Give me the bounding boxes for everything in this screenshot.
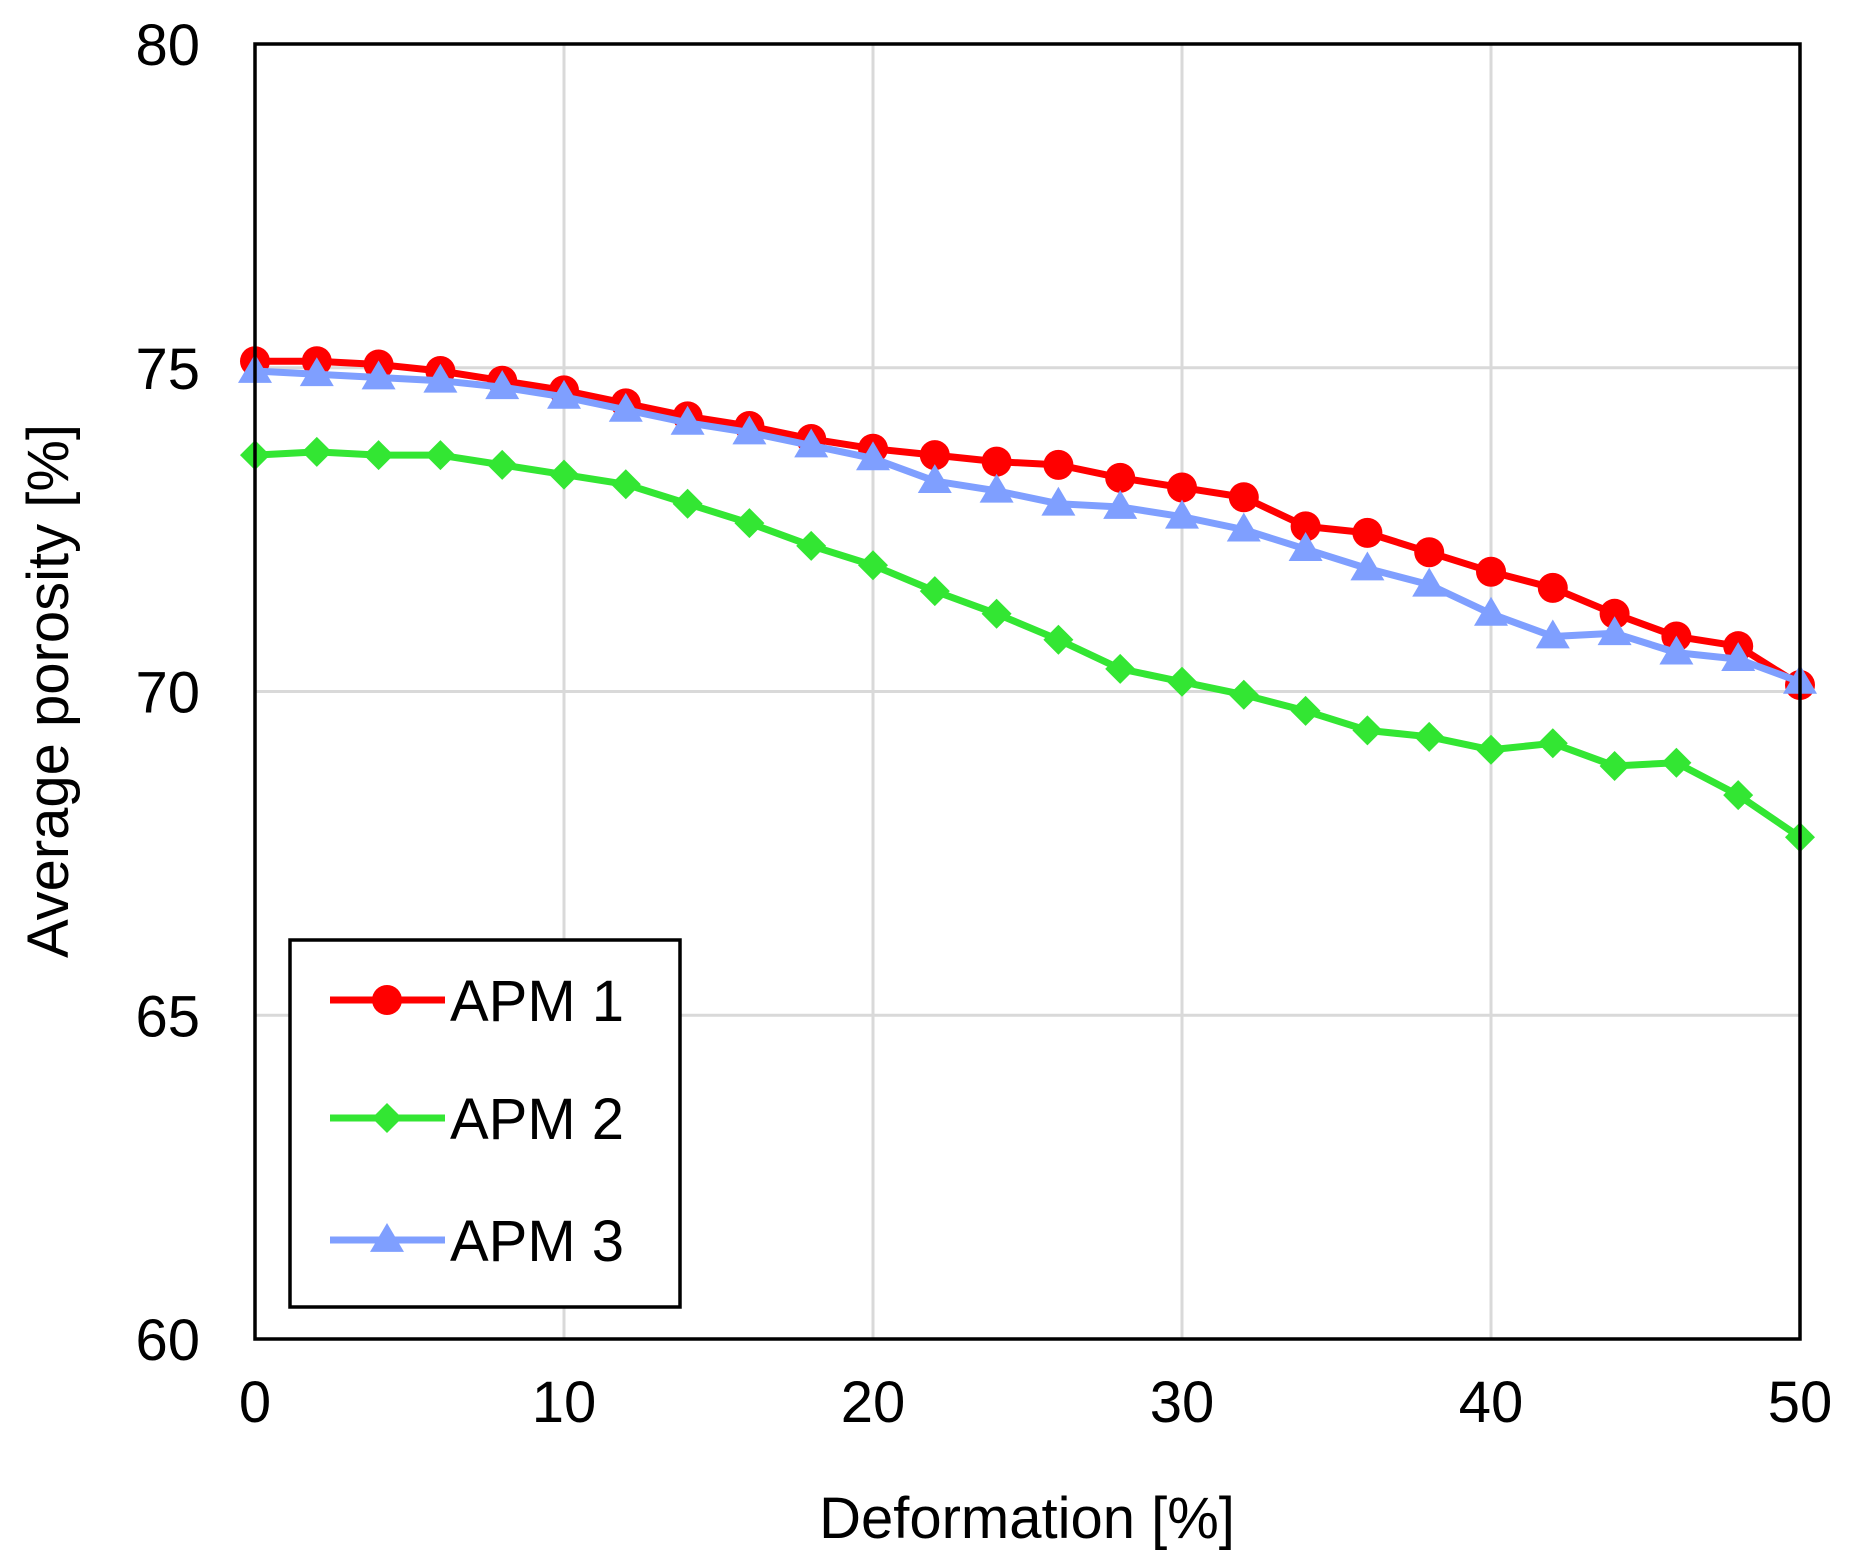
- data-point-apm-2: [734, 508, 765, 539]
- series-line-apm-3: [254, 367, 1802, 686]
- legend: APM 1 APM 2 APM 3: [288, 938, 682, 1309]
- legend-marker-apm-2: [372, 1103, 402, 1133]
- data-point-apm-2: [858, 550, 888, 581]
- data-point-apm-3: [1165, 499, 1199, 529]
- data-point-apm-2: [1105, 653, 1136, 684]
- data-point-apm-1: [1352, 517, 1383, 548]
- data-point-apm-2: [1414, 721, 1445, 752]
- data-point-apm-3: [608, 392, 643, 422]
- data-point-apm-3: [1597, 616, 1632, 646]
- x-axis-tick-labels: 0 10 20 30 40 50: [239, 1370, 1832, 1435]
- data-point-apm-3: [485, 370, 520, 400]
- data-point-apm-3: [1412, 567, 1447, 597]
- data-point-apm-2: [796, 530, 827, 561]
- x-tick-label: 20: [841, 1370, 906, 1435]
- data-point-apm-2: [1228, 679, 1259, 710]
- data-point-apm-3: [299, 357, 334, 387]
- data-point-apm-2: [981, 598, 1012, 629]
- data-point-apm-2: [363, 440, 394, 471]
- data-point-apm-1: [1167, 472, 1197, 503]
- y-tick-label: 70: [135, 661, 200, 726]
- x-tick-label: 40: [1459, 1370, 1524, 1435]
- data-point-apm-1: [981, 446, 1012, 477]
- x-axis-title: Deformation [%]: [819, 1486, 1235, 1551]
- data-point-apm-3: [547, 379, 581, 409]
- data-point-apm-2: [1476, 734, 1506, 765]
- data-point-apm-1: [919, 440, 950, 471]
- data-point-apm-2: [1599, 750, 1630, 781]
- data-point-apm-2: [672, 488, 703, 519]
- data-point-apm-2: [919, 576, 950, 607]
- data-point-apm-2: [1290, 695, 1321, 726]
- data-point-apm-3: [856, 441, 890, 471]
- legend-entry-apm-3: APM 3: [330, 1209, 624, 1274]
- series-apm-1: [240, 346, 1815, 701]
- y-axis-tick-labels: 60 65 70 75 80: [135, 13, 200, 1373]
- data-point-apm-3: [979, 473, 1014, 503]
- legend-label-apm-3: APM 3: [450, 1209, 624, 1274]
- data-point-apm-3: [1474, 596, 1508, 626]
- series-line-apm-2: [254, 448, 1802, 841]
- series-apm-2: [240, 436, 1815, 853]
- data-point-apm-2: [610, 469, 641, 500]
- x-tick-label: 0: [239, 1370, 271, 1435]
- data-point-apm-2: [1167, 666, 1197, 697]
- data-point-apm-1: [1414, 537, 1445, 568]
- data-point-apm-1: [1537, 572, 1568, 603]
- data-point-apm-1: [1105, 462, 1136, 493]
- data-point-apm-2: [1043, 624, 1074, 655]
- y-tick-label: 80: [135, 13, 200, 78]
- data-point-apm-3: [917, 464, 952, 493]
- legend-entries: APM 1 APM 2 APM 3: [330, 969, 624, 1274]
- legend-label-apm-2: APM 2: [450, 1087, 624, 1152]
- data-point-apm-3: [732, 415, 767, 445]
- data-point-apm-3: [361, 360, 396, 390]
- data-point-apm-3: [794, 428, 829, 458]
- data-point-apm-2: [1537, 728, 1568, 759]
- data-point-apm-2: [301, 436, 332, 467]
- data-point-apm-2: [487, 449, 518, 480]
- data-point-apm-3: [670, 405, 705, 435]
- legend-entry-apm-2: APM 2: [330, 1087, 624, 1152]
- data-point-apm-2: [549, 459, 579, 490]
- legend-entry-apm-1: APM 1: [330, 969, 624, 1034]
- data-point-apm-1: [1043, 449, 1074, 480]
- plot-area-frame: [253, 42, 1802, 1341]
- data-point-apm-1: [1228, 482, 1259, 513]
- data-point-apm-3: [1041, 486, 1076, 516]
- data-point-apm-3: [1535, 619, 1570, 649]
- series-apm-3: [238, 353, 1817, 694]
- data-point-apm-2: [1723, 780, 1754, 811]
- x-tick-label: 10: [532, 1370, 597, 1435]
- legend-marker-apm-1: [372, 985, 402, 1015]
- data-point-apm-3: [1721, 642, 1756, 672]
- y-tick-label: 65: [135, 984, 200, 1049]
- data-point-apm-2: [1661, 747, 1692, 778]
- legend-marker-apm-3: [370, 1223, 404, 1252]
- data-point-apm-3: [1659, 635, 1694, 665]
- data-point-apm-2: [1352, 715, 1383, 746]
- data-point-apm-3: [1350, 551, 1385, 581]
- x-tick-label: 30: [1150, 1370, 1215, 1435]
- y-tick-label: 60: [135, 1308, 200, 1373]
- y-tick-label: 75: [135, 337, 200, 402]
- data-point-apm-3: [1288, 532, 1323, 561]
- series-group: [238, 346, 1817, 853]
- data-point-apm-3: [1103, 489, 1138, 519]
- data-point-apm-2: [425, 440, 456, 471]
- data-point-apm-1: [1476, 556, 1506, 587]
- data-point-apm-3: [423, 363, 458, 393]
- legend-label-apm-1: APM 1: [450, 969, 624, 1034]
- data-point-apm-3: [1226, 512, 1261, 542]
- x-tick-label: 50: [1768, 1370, 1833, 1435]
- data-point-apm-1: [1290, 511, 1321, 542]
- y-axis-title: Average porosity [%]: [16, 424, 81, 958]
- data-point-apm-1: [1599, 598, 1630, 629]
